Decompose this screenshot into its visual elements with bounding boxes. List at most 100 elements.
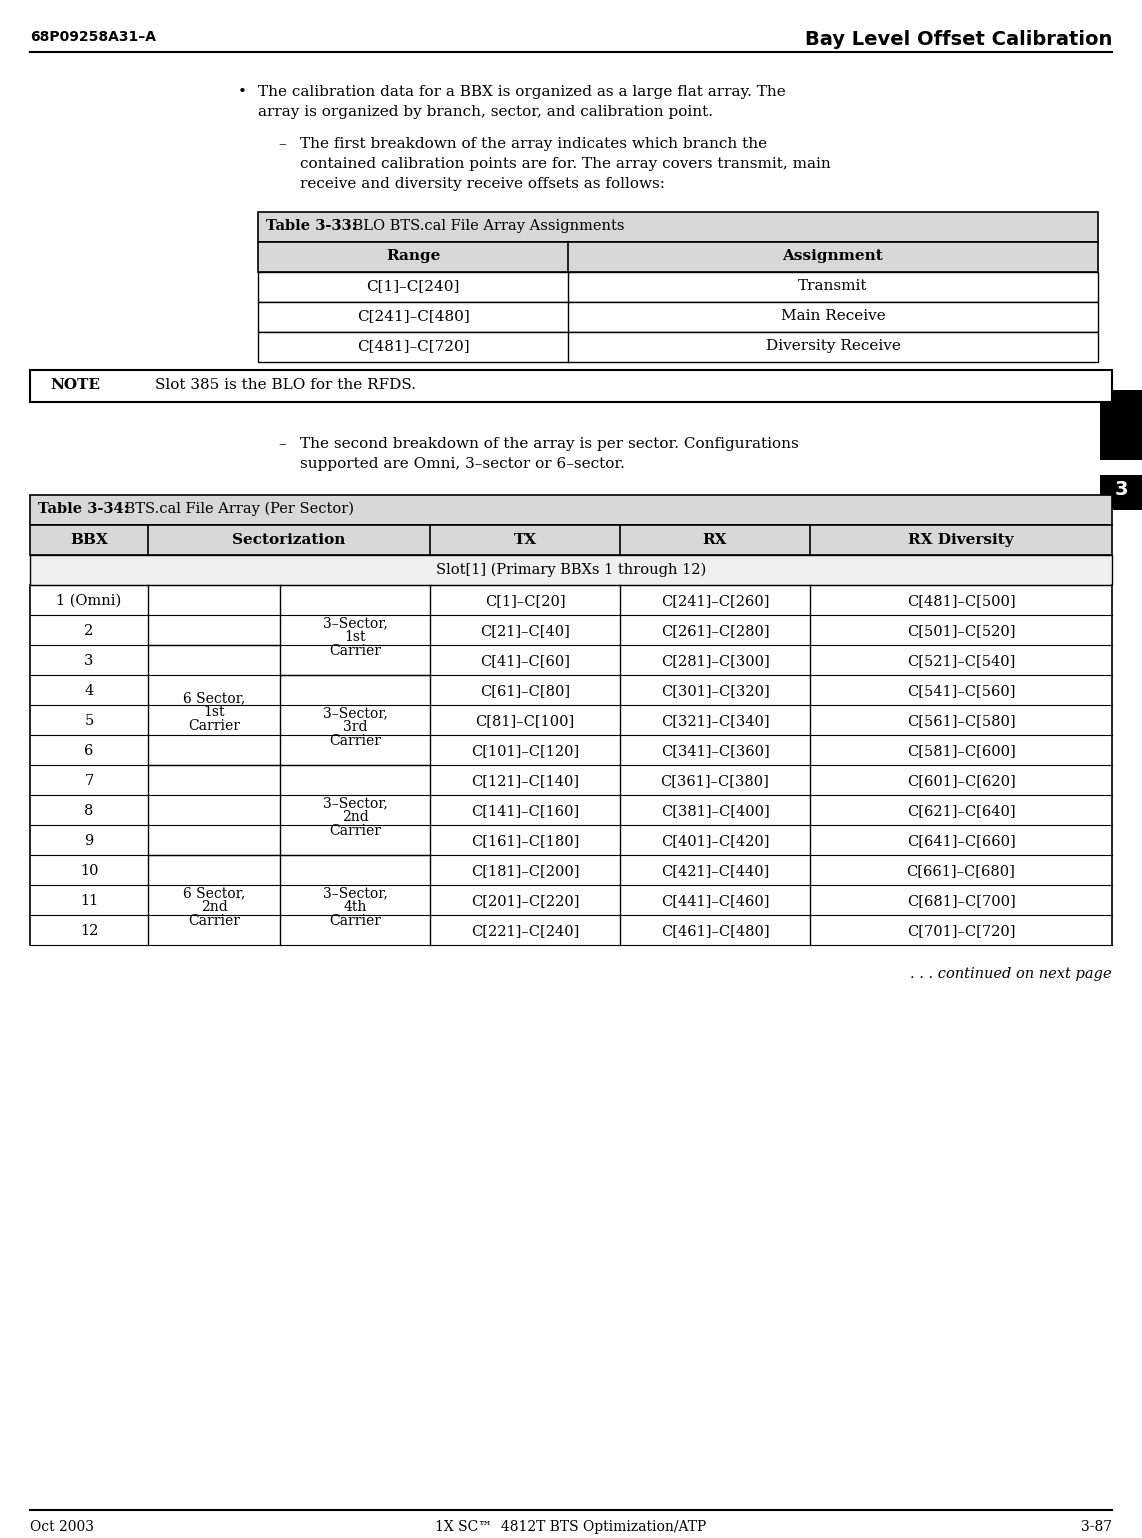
Text: 2nd: 2nd xyxy=(341,811,369,824)
Text: 1st: 1st xyxy=(203,704,225,718)
Text: C[41]–C[60]: C[41]–C[60] xyxy=(480,654,570,667)
Text: Oct 2003: Oct 2003 xyxy=(30,1520,94,1533)
Text: C[661]–C[680]: C[661]–C[680] xyxy=(907,864,1015,878)
Text: 1st: 1st xyxy=(344,631,365,644)
Text: Carrier: Carrier xyxy=(188,914,240,927)
Text: Assignment: Assignment xyxy=(782,249,884,263)
Text: The calibration data for a BBX is organized as a large flat array. The: The calibration data for a BBX is organi… xyxy=(258,85,786,98)
Text: C[681]–C[700]: C[681]–C[700] xyxy=(907,894,1015,907)
Text: C[401]–C[420]: C[401]–C[420] xyxy=(661,834,770,847)
Text: 12: 12 xyxy=(80,924,98,938)
Text: C[521]–C[540]: C[521]–C[540] xyxy=(907,654,1015,667)
Text: receive and diversity receive offsets as follows:: receive and diversity receive offsets as… xyxy=(300,177,665,191)
Text: C[261]–C[280]: C[261]–C[280] xyxy=(661,624,770,638)
Text: C[281]–C[300]: C[281]–C[300] xyxy=(660,654,770,667)
Text: •: • xyxy=(238,85,247,98)
Text: C[481]–C[500]: C[481]–C[500] xyxy=(907,594,1015,608)
Text: 6: 6 xyxy=(85,744,94,758)
Text: C[241]–C[480]: C[241]–C[480] xyxy=(356,309,469,323)
Text: 1 (Omni): 1 (Omni) xyxy=(56,594,122,608)
Text: 4th: 4th xyxy=(344,900,367,914)
Text: . . . continued on next page: . . . continued on next page xyxy=(910,967,1112,981)
Text: 6 Sector,: 6 Sector, xyxy=(183,691,246,704)
Text: C[321]–C[340]: C[321]–C[340] xyxy=(661,714,770,727)
Text: 3rd: 3rd xyxy=(343,720,368,734)
Text: –: – xyxy=(278,437,286,451)
Text: 5: 5 xyxy=(85,714,94,727)
Text: Table 3-33:: Table 3-33: xyxy=(266,218,357,232)
Text: NOTE: NOTE xyxy=(50,378,100,392)
Text: 4: 4 xyxy=(85,684,94,698)
Text: C[301]–C[320]: C[301]–C[320] xyxy=(660,684,770,698)
Text: C[21]–C[40]: C[21]–C[40] xyxy=(480,624,570,638)
Text: C[421]–C[440]: C[421]–C[440] xyxy=(661,864,770,878)
Bar xyxy=(258,212,1097,241)
Text: Carrier: Carrier xyxy=(329,734,381,747)
Bar xyxy=(258,301,1097,332)
Text: 3–Sector,: 3–Sector, xyxy=(322,617,387,631)
Text: C[581]–C[600]: C[581]–C[600] xyxy=(907,744,1015,758)
Text: 8: 8 xyxy=(85,804,94,818)
Text: C[361]–C[380]: C[361]–C[380] xyxy=(660,774,770,787)
Text: 68P09258A31–A: 68P09258A31–A xyxy=(30,31,156,45)
Text: BTS.cal File Array (Per Sector): BTS.cal File Array (Per Sector) xyxy=(120,501,354,517)
Text: 11: 11 xyxy=(80,894,98,907)
Text: Diversity Receive: Diversity Receive xyxy=(765,338,900,354)
Bar xyxy=(30,495,1112,524)
Text: The second breakdown of the array is per sector. Configurations: The second breakdown of the array is per… xyxy=(300,437,798,451)
Text: 3: 3 xyxy=(85,654,94,667)
Text: C[561]–C[580]: C[561]–C[580] xyxy=(907,714,1015,727)
Text: 3-87: 3-87 xyxy=(1080,1520,1112,1533)
Text: Main Receive: Main Receive xyxy=(781,309,885,323)
Text: C[221]–C[240]: C[221]–C[240] xyxy=(471,924,579,938)
Text: Transmit: Transmit xyxy=(798,278,868,294)
Text: 3–Sector,: 3–Sector, xyxy=(322,706,387,720)
Bar xyxy=(258,332,1097,361)
Text: C[641]–C[660]: C[641]–C[660] xyxy=(907,834,1015,847)
Bar xyxy=(1100,391,1142,460)
Text: BBX: BBX xyxy=(70,534,108,548)
Text: C[541]–C[560]: C[541]–C[560] xyxy=(907,684,1015,698)
Text: C[501]–C[520]: C[501]–C[520] xyxy=(907,624,1015,638)
Text: C[601]–C[620]: C[601]–C[620] xyxy=(907,774,1015,787)
Text: C[121]–C[140]: C[121]–C[140] xyxy=(471,774,579,787)
Text: Slot[1] (Primary BBXs 1 through 12): Slot[1] (Primary BBXs 1 through 12) xyxy=(436,563,706,577)
Text: array is organized by branch, sector, and calibration point.: array is organized by branch, sector, an… xyxy=(258,105,713,118)
Text: 9: 9 xyxy=(85,834,94,847)
Text: C[621]–C[640]: C[621]–C[640] xyxy=(907,804,1015,818)
Text: C[141]–C[160]: C[141]–C[160] xyxy=(471,804,579,818)
Text: C[101]–C[120]: C[101]–C[120] xyxy=(471,744,579,758)
Bar xyxy=(30,555,1112,584)
Text: 6 Sector,: 6 Sector, xyxy=(183,886,246,900)
Text: –: – xyxy=(278,137,286,151)
Text: C[81]–C[100]: C[81]–C[100] xyxy=(475,714,574,727)
Text: Carrier: Carrier xyxy=(329,644,381,658)
Text: 1X SC™  4812T BTS Optimization/ATP: 1X SC™ 4812T BTS Optimization/ATP xyxy=(435,1520,707,1533)
Text: Carrier: Carrier xyxy=(329,914,381,927)
Text: 3: 3 xyxy=(1115,480,1128,498)
Text: Slot 385 is the BLO for the RFDS.: Slot 385 is the BLO for the RFDS. xyxy=(155,378,416,392)
Text: C[441]–C[460]: C[441]–C[460] xyxy=(661,894,770,907)
Text: C[481]–C[720]: C[481]–C[720] xyxy=(356,338,469,354)
Text: Carrier: Carrier xyxy=(329,824,381,838)
Bar xyxy=(30,371,1112,401)
Bar xyxy=(258,272,1097,301)
Text: supported are Omni, 3–sector or 6–sector.: supported are Omni, 3–sector or 6–sector… xyxy=(300,457,625,471)
Text: Bay Level Offset Calibration: Bay Level Offset Calibration xyxy=(805,31,1112,49)
Text: C[61]–C[80]: C[61]–C[80] xyxy=(480,684,570,698)
Text: RX: RX xyxy=(702,534,727,548)
Text: Sectorization: Sectorization xyxy=(232,534,346,548)
Text: contained calibration points are for. The array covers transmit, main: contained calibration points are for. Th… xyxy=(300,157,830,171)
Text: 3–Sector,: 3–Sector, xyxy=(322,886,387,900)
Text: C[461]–C[480]: C[461]–C[480] xyxy=(661,924,770,938)
Text: C[161]–C[180]: C[161]–C[180] xyxy=(471,834,579,847)
Text: Table 3-34:: Table 3-34: xyxy=(38,501,129,517)
Text: BLO BTS.cal File Array Assignments: BLO BTS.cal File Array Assignments xyxy=(348,218,625,232)
Text: 7: 7 xyxy=(85,774,94,787)
Bar xyxy=(1100,475,1142,511)
Text: 10: 10 xyxy=(80,864,98,878)
Text: RX Diversity: RX Diversity xyxy=(908,534,1014,548)
Text: C[181]–C[200]: C[181]–C[200] xyxy=(471,864,579,878)
Text: 2nd: 2nd xyxy=(201,900,227,914)
Text: C[201]–C[220]: C[201]–C[220] xyxy=(471,894,579,907)
